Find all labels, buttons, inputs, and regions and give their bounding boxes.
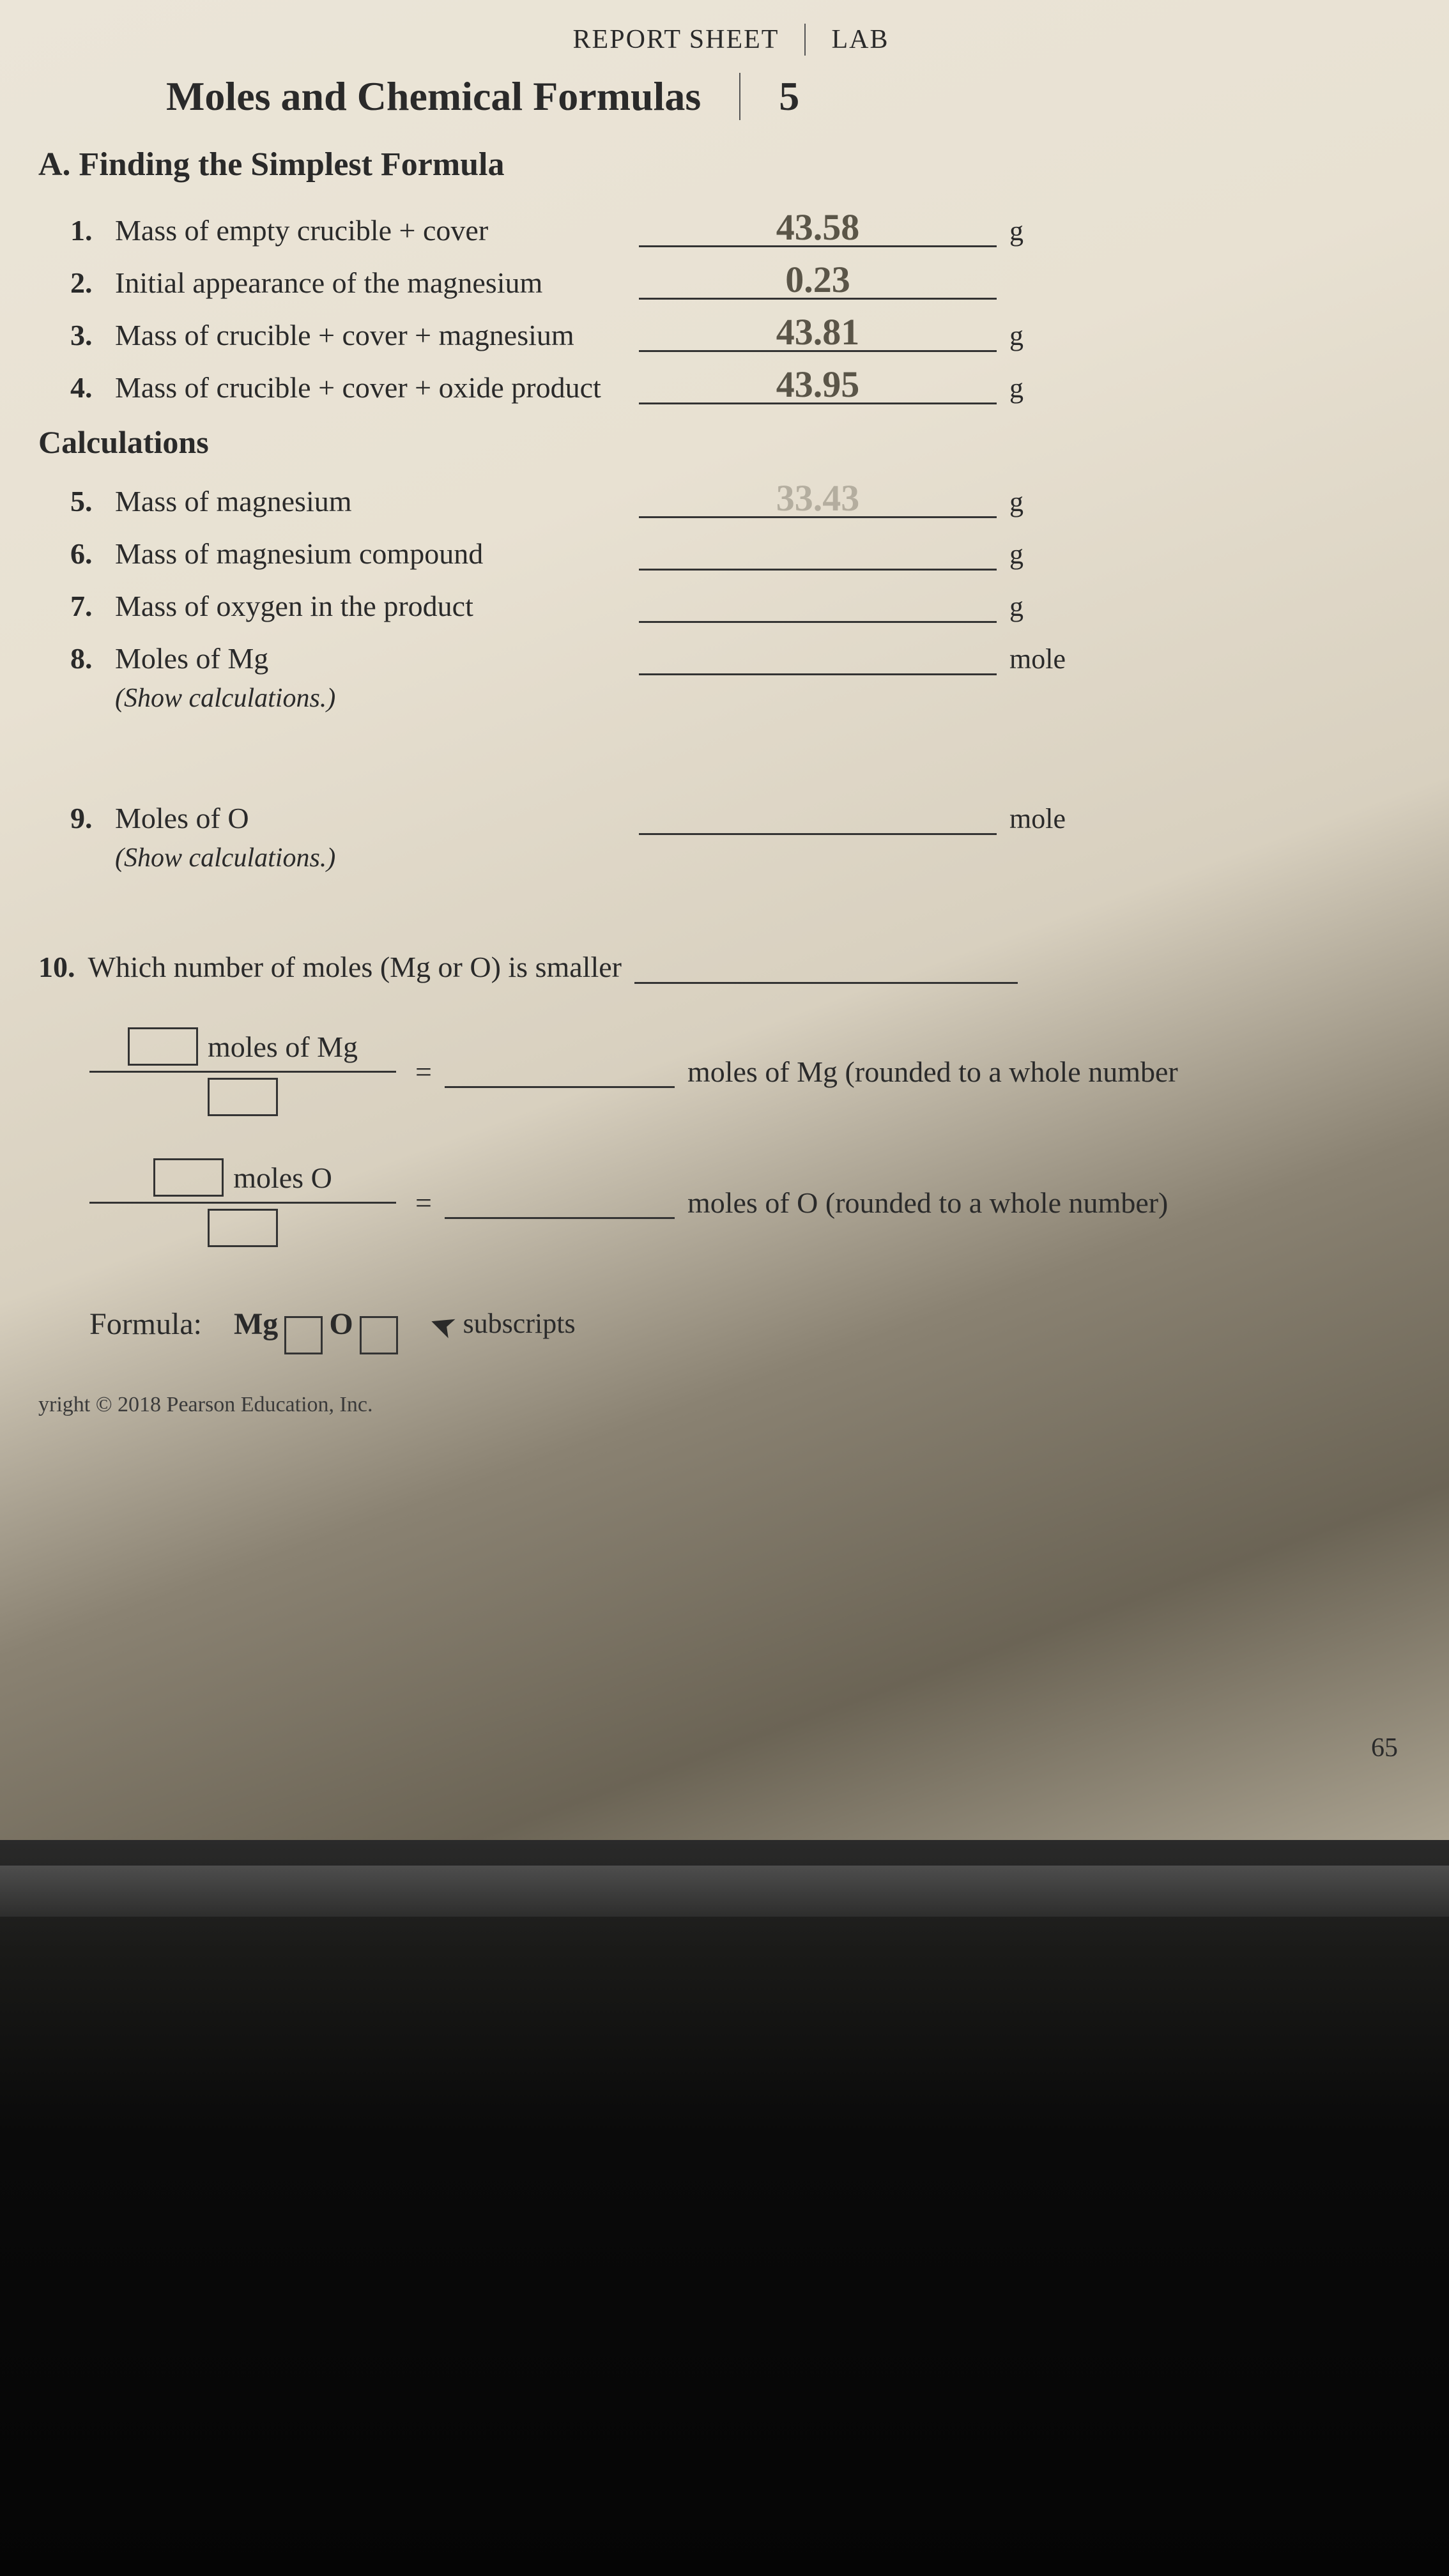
header-left: REPORT SHEET (548, 19, 805, 60)
subscript-label: ➤ subscripts (430, 1305, 576, 1342)
denominator-box[interactable] (208, 1209, 278, 1247)
item-10: 10. Which number of moles (Mg or O) is s… (38, 950, 1423, 984)
numerator-box[interactable] (128, 1027, 198, 1066)
item-6: 6. Mass of magnesium compound g (70, 526, 1423, 571)
handwritten-value: 43.58 (776, 206, 860, 249)
copyright: yright © 2018 Pearson Education, Inc. (38, 1393, 1423, 1417)
item-label: Mass of empty crucible + cover (115, 213, 639, 247)
unit: mole (1009, 802, 1073, 835)
header-right: LAB (806, 19, 914, 60)
equals: = (415, 1186, 432, 1220)
fraction-label: moles O (233, 1161, 332, 1195)
fraction-o: moles O (89, 1153, 396, 1252)
lab-number: 5 (739, 73, 799, 120)
answer-line[interactable] (445, 1056, 675, 1088)
answer-line[interactable]: 33.43 (639, 473, 997, 518)
unit: mole (1009, 643, 1073, 675)
element-mg: Mg (234, 1307, 278, 1342)
show-calculations: (Show calculations.) (115, 683, 1423, 714)
show-calculations: (Show calculations.) (115, 843, 1423, 873)
item-num: 6. (70, 537, 115, 571)
worksheet-page: REPORT SHEET LAB Moles and Chemical Form… (0, 0, 1449, 1840)
handwritten-value: 43.95 (776, 363, 860, 406)
item-3: 3. Mass of crucible + cover + magnesium … (70, 307, 1423, 352)
ratio-right-label: moles of O (rounded to a whole number) (687, 1186, 1168, 1220)
unit: g (1009, 486, 1073, 518)
formula-label: Formula: (89, 1307, 202, 1342)
item-4: 4. Mass of crucible + cover + oxide prod… (70, 360, 1423, 404)
page-number: 65 (1371, 1733, 1398, 1763)
item-num: 5. (70, 484, 115, 518)
calculations-heading: Calculations (38, 424, 1423, 461)
unit: g (1009, 215, 1073, 247)
ratio-o: moles O = moles of O (rounded to a whole… (89, 1153, 1423, 1252)
item-num: 7. (70, 589, 115, 623)
subscript-box-o[interactable] (360, 1316, 398, 1354)
item-num: 2. (70, 266, 115, 300)
formula-row: Formula: Mg O ➤ subscripts (89, 1303, 1423, 1342)
item-label: Which number of moles (Mg or O) is small… (88, 950, 622, 984)
item-num: 10. (38, 950, 75, 984)
subscript-text: subscripts (463, 1307, 576, 1340)
section-a-heading: A. Finding the Simplest Formula (38, 146, 1423, 183)
item-label: Mass of magnesium (115, 484, 639, 518)
answer-line[interactable] (639, 526, 997, 571)
item-5: 5. Mass of magnesium 33.43 g (70, 473, 1423, 518)
item-2: 2. Initial appearance of the magnesium 0… (70, 255, 1423, 300)
item-num: 1. (70, 213, 115, 247)
numerator-box[interactable] (153, 1158, 224, 1197)
handwritten-value: 43.81 (776, 310, 860, 353)
item-num: 3. (70, 318, 115, 352)
main-title: Moles and Chemical Formulas (166, 73, 701, 120)
answer-line[interactable] (639, 790, 997, 835)
fraction-label: moles of Mg (208, 1030, 358, 1064)
unit: g (1009, 538, 1073, 571)
title-row: Moles and Chemical Formulas 5 (166, 73, 1423, 120)
subscript-box-mg[interactable] (284, 1316, 323, 1354)
answer-line[interactable]: 0.23 (639, 255, 997, 300)
answer-line[interactable] (639, 631, 997, 675)
handwritten-value: 33.43 (776, 477, 860, 519)
item-label: Mass of magnesium compound (115, 537, 639, 571)
item-8: 8. Moles of Mg mole (70, 631, 1423, 675)
item-label: Moles of O (115, 801, 639, 835)
unit: g (1009, 319, 1073, 352)
item-label: Moles of Mg (115, 641, 639, 675)
fraction-mg: moles of Mg (89, 1022, 396, 1121)
handwritten-value: 0.23 (785, 258, 850, 301)
answer-line[interactable] (634, 952, 1018, 984)
element-o: O (329, 1307, 353, 1342)
item-7: 7. Mass of oxygen in the product g (70, 578, 1423, 623)
item-num: 4. (70, 371, 115, 404)
answer-line[interactable]: 43.95 (639, 360, 997, 404)
answer-line[interactable] (639, 578, 997, 623)
item-label: Mass of crucible + cover + oxide product (115, 371, 639, 404)
background-surface (0, 1840, 1449, 2576)
item-1: 1. Mass of empty crucible + cover 43.58 … (70, 203, 1423, 247)
item-label: Mass of crucible + cover + magnesium (115, 318, 639, 352)
answer-line[interactable] (445, 1187, 675, 1219)
arrow-icon: ➤ (423, 1304, 461, 1348)
header-row: REPORT SHEET LAB (38, 19, 1423, 60)
item-9: 9. Moles of O mole (70, 790, 1423, 835)
equals: = (415, 1055, 432, 1089)
item-label: Initial appearance of the magnesium (115, 266, 639, 300)
ratio-mg: moles of Mg = moles of Mg (rounded to a … (89, 1022, 1423, 1121)
item-label: Mass of oxygen in the product (115, 589, 639, 623)
ratio-right-label: moles of Mg (rounded to a whole number (687, 1055, 1178, 1089)
unit: g (1009, 590, 1073, 623)
answer-line[interactable]: 43.81 (639, 307, 997, 352)
answer-line[interactable]: 43.58 (639, 203, 997, 247)
unit: g (1009, 372, 1073, 404)
denominator-box[interactable] (208, 1078, 278, 1116)
item-num: 9. (70, 801, 115, 835)
item-num: 8. (70, 641, 115, 675)
